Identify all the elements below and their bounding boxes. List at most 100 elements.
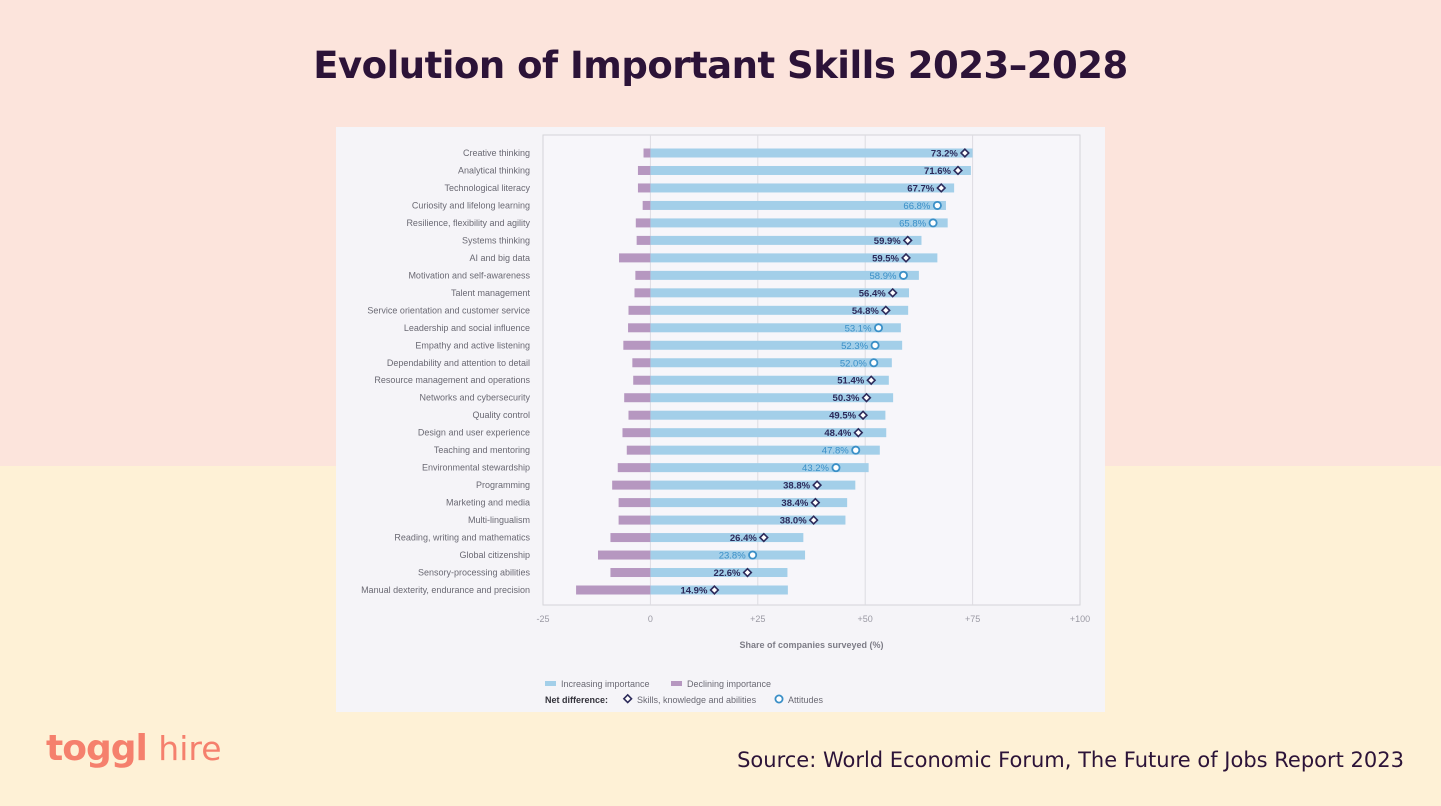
declining-bar bbox=[610, 533, 651, 543]
increasing-bar bbox=[650, 480, 856, 490]
category-label: Creative thinking bbox=[463, 148, 530, 158]
declining-bar bbox=[628, 410, 651, 420]
category-label: Marketing and media bbox=[446, 498, 530, 508]
declining-bar bbox=[628, 323, 651, 333]
x-tick-label: +75 bbox=[965, 614, 980, 624]
legend-skill-marker bbox=[622, 693, 633, 704]
net-value-label: 51.4% bbox=[837, 376, 864, 387]
x-tick-label: +50 bbox=[858, 614, 873, 624]
declining-bar bbox=[622, 428, 651, 438]
skill-marker bbox=[887, 287, 898, 298]
net-value-label: 48.4% bbox=[824, 428, 851, 439]
increasing-bar bbox=[650, 323, 901, 333]
declining-bar bbox=[624, 393, 651, 403]
skill-marker bbox=[742, 567, 753, 578]
source-caption: Source: World Economic Forum, The Future… bbox=[737, 748, 1404, 772]
increasing-bar bbox=[650, 200, 946, 210]
increasing-bar bbox=[650, 533, 804, 543]
increasing-bar bbox=[650, 340, 903, 350]
net-value-label: 38.8% bbox=[783, 481, 810, 492]
category-label: Leadership and social influence bbox=[404, 323, 530, 333]
increasing-bar bbox=[650, 515, 846, 525]
x-axis-title: Share of companies surveyed (%) bbox=[739, 640, 883, 650]
increasing-bar bbox=[650, 375, 889, 385]
skill-marker bbox=[901, 252, 911, 263]
net-value-label: 59.9% bbox=[874, 236, 901, 247]
attitude-marker bbox=[874, 323, 884, 333]
declining-bar bbox=[634, 288, 651, 298]
legend-attitude-marker bbox=[774, 694, 784, 704]
skill-marker bbox=[808, 515, 819, 526]
x-tick-label: +100 bbox=[1070, 614, 1090, 624]
legend-net-label: Net difference: bbox=[545, 695, 608, 705]
declining-bar bbox=[619, 253, 651, 263]
attitude-marker bbox=[869, 358, 879, 368]
increasing-bar bbox=[650, 218, 948, 228]
skill-marker bbox=[880, 305, 891, 316]
increasing-bar bbox=[650, 288, 910, 298]
category-label: Resilience, flexibility and agility bbox=[406, 218, 530, 228]
increasing-bar bbox=[650, 235, 922, 245]
attitude-marker bbox=[898, 270, 908, 280]
increasing-bar bbox=[650, 550, 806, 560]
category-label: Analytical thinking bbox=[458, 165, 530, 175]
declining-bar bbox=[576, 585, 651, 595]
net-value-label: 65.8% bbox=[899, 218, 926, 229]
declining-bar bbox=[623, 340, 651, 350]
declining-bar bbox=[628, 305, 651, 315]
x-tick-label: +25 bbox=[750, 614, 765, 624]
category-label: Sensory-processing abilities bbox=[418, 568, 531, 578]
net-value-label: 47.8% bbox=[822, 446, 849, 457]
increasing-bar bbox=[650, 253, 938, 263]
net-value-label: 52.0% bbox=[840, 358, 867, 369]
category-label: Teaching and mentoring bbox=[434, 445, 530, 455]
skill-marker bbox=[812, 480, 823, 491]
increasing-bar bbox=[650, 305, 909, 315]
skill-marker bbox=[853, 427, 864, 438]
category-label: Empathy and active listening bbox=[415, 340, 530, 350]
category-label: Design and user experience bbox=[418, 428, 530, 438]
attitude-marker bbox=[851, 445, 861, 455]
net-value-label: 26.4% bbox=[730, 533, 757, 544]
category-label: Curiosity and lifelong learning bbox=[412, 200, 530, 210]
skill-marker bbox=[858, 410, 869, 421]
skills-chart: -25 0 +25 +50 +75 +100 Share of companies surv… bbox=[361, 134, 1090, 705]
declining-bar bbox=[637, 183, 651, 193]
category-label: Programming bbox=[476, 480, 530, 490]
declining-bar bbox=[626, 445, 651, 455]
declining-bar bbox=[617, 463, 651, 473]
skill-marker bbox=[861, 392, 872, 403]
declining-bar bbox=[635, 218, 651, 228]
attitude-marker bbox=[748, 550, 758, 560]
category-label: Systems thinking bbox=[462, 235, 530, 245]
declining-bar bbox=[633, 375, 651, 385]
net-value-label: 50.3% bbox=[833, 393, 860, 404]
increasing-bar bbox=[650, 463, 869, 473]
net-value-label: 56.4% bbox=[859, 288, 886, 299]
increasing-bar bbox=[650, 148, 973, 158]
declining-bar bbox=[642, 200, 651, 210]
toggl-hire-logo: toggl hire bbox=[46, 728, 222, 769]
net-value-label: 23.8% bbox=[719, 551, 746, 562]
net-value-label: 53.1% bbox=[845, 323, 872, 334]
net-value-label: 58.9% bbox=[869, 271, 896, 282]
category-label: Motivation and self-awareness bbox=[408, 270, 530, 280]
plot-frame bbox=[542, 134, 1081, 606]
skill-marker bbox=[959, 148, 970, 158]
increasing-bar bbox=[650, 393, 894, 403]
legend-increasing-label: Increasing importance bbox=[561, 679, 650, 689]
category-label: Multi-lingualism bbox=[468, 515, 530, 525]
attitude-marker bbox=[928, 218, 938, 228]
skill-marker bbox=[866, 375, 877, 386]
net-value-label: 49.5% bbox=[829, 411, 856, 422]
declining-bar bbox=[612, 480, 651, 490]
category-label: Global citizenship bbox=[459, 550, 530, 560]
page-title: Evolution of Important Skills 2023–2028 bbox=[313, 44, 1128, 87]
net-value-label: 14.9% bbox=[680, 586, 707, 597]
legend-attitudes-label: Attitudes bbox=[788, 695, 824, 705]
category-label: Manual dexterity, endurance and precisio… bbox=[361, 585, 530, 595]
declining-bar bbox=[637, 165, 651, 175]
declining-bar bbox=[618, 515, 651, 525]
chart-panel: -25 0 +25 +50 +75 +100 Share of companies surv… bbox=[336, 127, 1105, 712]
net-value-label: 73.2% bbox=[931, 149, 958, 160]
